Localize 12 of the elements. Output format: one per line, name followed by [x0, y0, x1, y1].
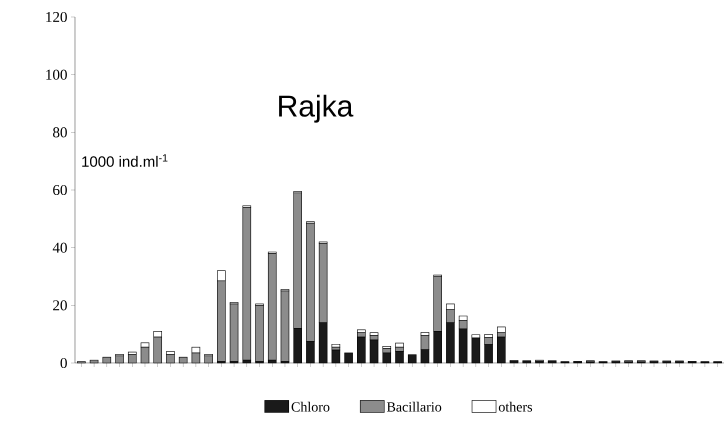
- y-axis-title: 1000 ind.ml$^{-1}$: [82, 154, 168, 167]
- y-tick-label: 100: [46, 70, 67, 80]
- y-tick-label: 120: [46, 12, 67, 22]
- y-tick-label: 40: [52, 242, 67, 253]
- y-tick-label: 0: [60, 358, 67, 368]
- text: Rajka: [279, 94, 354, 123]
- y-tick-label: 80: [53, 127, 67, 138]
- y-tick-label: 60: [53, 184, 67, 196]
- legend-label: Bacillario: [386, 402, 442, 412]
- legend-label: others: [498, 402, 532, 412]
- y-tick-label: 20: [53, 300, 67, 310]
- legend-label: Chloro: [292, 402, 330, 412]
